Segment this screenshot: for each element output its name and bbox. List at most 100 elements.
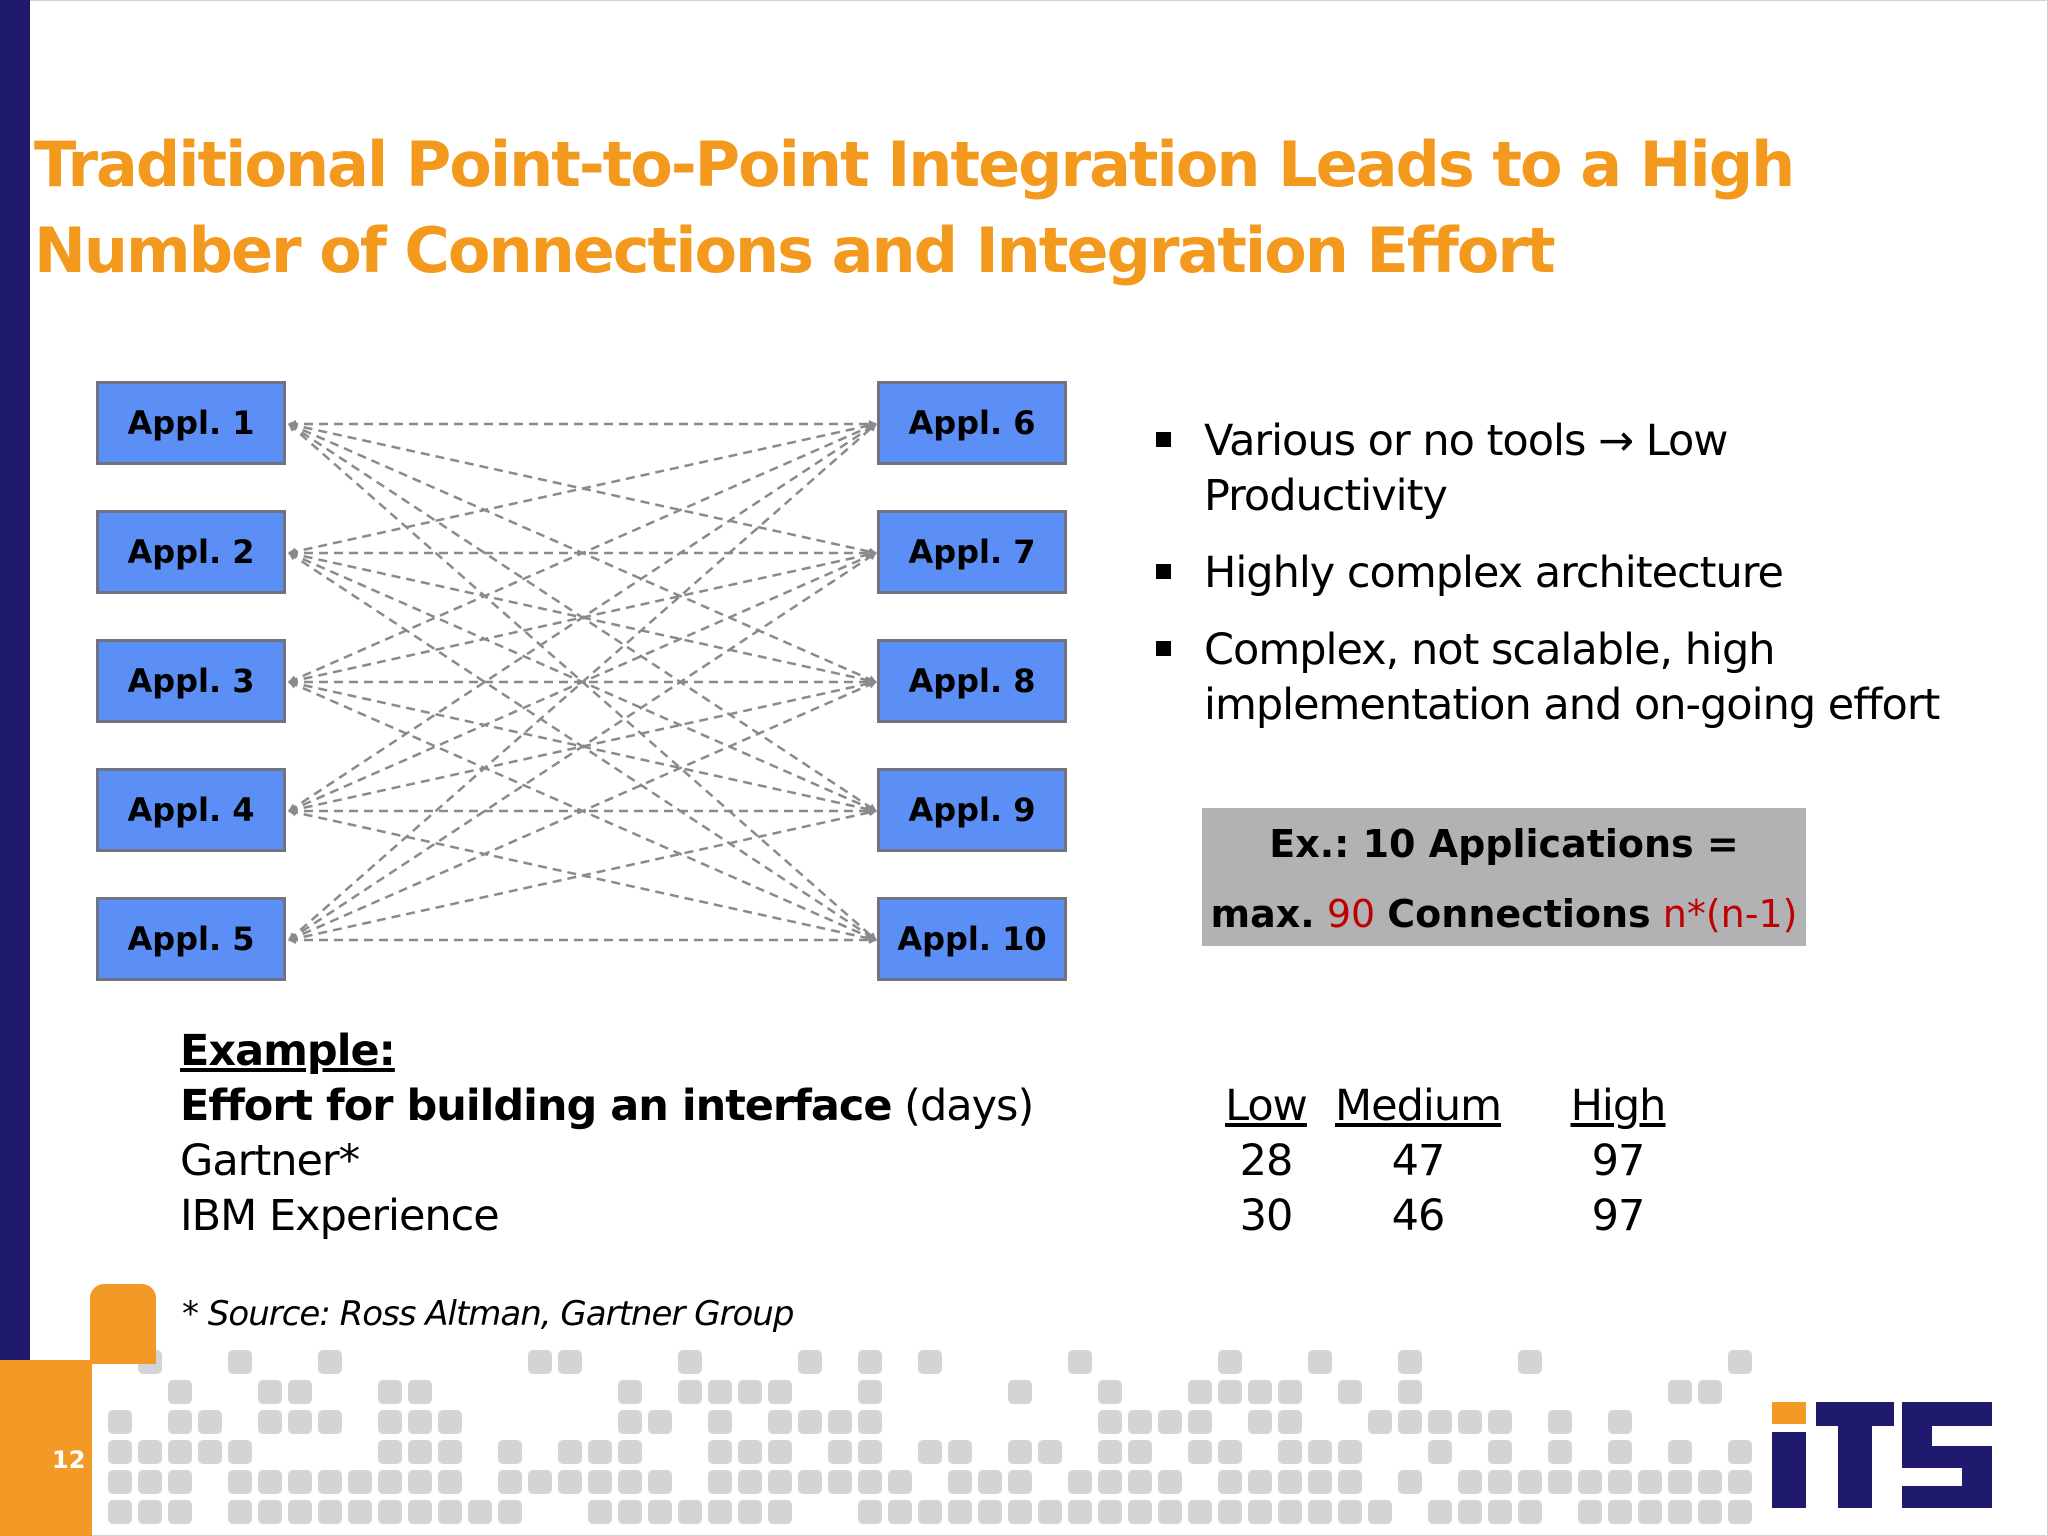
pixel-block xyxy=(1128,1470,1152,1494)
pixel-block xyxy=(1008,1470,1032,1494)
pixel-block xyxy=(1098,1470,1122,1494)
pixel-block xyxy=(1158,1500,1182,1524)
pixel-block xyxy=(618,1410,642,1434)
bullet-text: Highly complex architecture xyxy=(1204,548,1784,598)
pixel-block xyxy=(318,1410,342,1434)
table-row: 30 46 97 xyxy=(1214,1189,1718,1244)
pixel-block xyxy=(558,1350,582,1374)
pixel-block xyxy=(1218,1350,1242,1374)
connections-example-box: Ex.: 10 Applications = max. 90 Connectio… xyxy=(1202,808,1806,946)
pixel-block xyxy=(1398,1470,1422,1494)
pixel-block xyxy=(438,1440,462,1464)
pixel-block xyxy=(768,1500,792,1524)
pixel-block xyxy=(1518,1350,1542,1374)
pixel-block xyxy=(1008,1500,1032,1524)
pixel-block xyxy=(648,1410,672,1434)
pixel-block xyxy=(378,1410,402,1434)
pixel-block xyxy=(1668,1470,1692,1494)
pixel-block xyxy=(318,1500,342,1524)
pixel-block xyxy=(948,1440,972,1464)
pixel-block xyxy=(678,1500,702,1524)
pixel-block xyxy=(1218,1500,1242,1524)
pixel-block xyxy=(918,1350,942,1374)
pixel-block xyxy=(1608,1470,1632,1494)
pixel-block xyxy=(1728,1500,1752,1524)
pixel-block xyxy=(1338,1470,1362,1494)
pixel-block xyxy=(1518,1500,1542,1524)
slide-title: Traditional Point-to-Point Integration L… xyxy=(34,128,1795,287)
pixel-block xyxy=(108,1410,132,1434)
page-number: 12 xyxy=(52,1446,86,1474)
pixel-block xyxy=(618,1500,642,1524)
pixel-block xyxy=(558,1470,582,1494)
pixel-block xyxy=(348,1470,372,1494)
pixel-block xyxy=(138,1470,162,1494)
pixel-block xyxy=(288,1410,312,1434)
pixel-block xyxy=(1698,1500,1722,1524)
pixel-block xyxy=(768,1470,792,1494)
pixel-block xyxy=(678,1380,702,1404)
pixel-block xyxy=(1218,1440,1242,1464)
bullet-text: Various or no tools → Low Productivity xyxy=(1204,416,1728,521)
pixel-block xyxy=(198,1440,222,1464)
app-box-right-7: Appl. 7 xyxy=(877,510,1067,594)
pixel-block xyxy=(1698,1470,1722,1494)
pixel-block xyxy=(1728,1350,1752,1374)
app-box-left-3: Appl. 3 xyxy=(96,639,286,723)
pixel-block xyxy=(768,1440,792,1464)
pixel-block xyxy=(1188,1440,1212,1464)
app-box-right-8: Appl. 8 xyxy=(877,639,1067,723)
pixel-block xyxy=(408,1440,432,1464)
pixel-block xyxy=(378,1440,402,1464)
pixel-block xyxy=(528,1350,552,1374)
pixel-block xyxy=(468,1500,492,1524)
pixel-block xyxy=(1728,1470,1752,1494)
app-box-left-2: Appl. 2 xyxy=(96,510,286,594)
pixel-block xyxy=(1308,1440,1332,1464)
pixel-block xyxy=(258,1410,282,1434)
pixel-block xyxy=(1578,1500,1602,1524)
pixel-block xyxy=(708,1440,732,1464)
pixel-block xyxy=(1098,1380,1122,1404)
pixel-block xyxy=(828,1470,852,1494)
pixel-block xyxy=(1518,1470,1542,1494)
connections-label: Connections xyxy=(1387,892,1651,936)
orange-corner-block xyxy=(0,1360,92,1536)
max-label: max. xyxy=(1210,892,1315,936)
effort-unit: (days) xyxy=(904,1081,1034,1131)
pixel-block xyxy=(1128,1440,1152,1464)
pixel-block xyxy=(888,1500,912,1524)
pixel-block xyxy=(1638,1470,1662,1494)
app-box-left-5: Appl. 5 xyxy=(96,897,286,981)
source-footnote: * Source: Ross Altman, Gartner Group xyxy=(182,1294,794,1334)
cell-high: 97 xyxy=(1591,1191,1646,1241)
example-box-line2: max. 90 Connections n*(n-1) xyxy=(1202,892,1806,936)
pixel-block xyxy=(1398,1350,1422,1374)
pixel-block xyxy=(708,1470,732,1494)
pixel-block xyxy=(168,1470,192,1494)
pixel-block xyxy=(318,1470,342,1494)
pixel-block xyxy=(1068,1500,1092,1524)
pixel-block xyxy=(768,1410,792,1434)
pixel-block xyxy=(738,1500,762,1524)
pixel-block xyxy=(1068,1350,1092,1374)
pixel-block xyxy=(528,1470,552,1494)
pixel-block xyxy=(648,1470,672,1494)
pixel-block xyxy=(588,1500,612,1524)
row-label-ibm: IBM Experience xyxy=(180,1191,500,1241)
column-header-medium: Medium xyxy=(1335,1081,1502,1131)
bullet-item: Highly complex architecture xyxy=(1150,546,1970,601)
pixel-block xyxy=(288,1380,312,1404)
cell-high: 97 xyxy=(1591,1136,1646,1186)
pixel-block xyxy=(708,1410,732,1434)
left-accent-bar xyxy=(0,0,30,1360)
pixel-block xyxy=(1458,1470,1482,1494)
pixel-block xyxy=(1548,1410,1572,1434)
pixel-block xyxy=(828,1440,852,1464)
pixel-block xyxy=(1338,1500,1362,1524)
pixel-block xyxy=(1728,1440,1752,1464)
pixel-block xyxy=(1008,1440,1032,1464)
pixel-block xyxy=(858,1410,882,1434)
pixel-block xyxy=(1098,1440,1122,1464)
